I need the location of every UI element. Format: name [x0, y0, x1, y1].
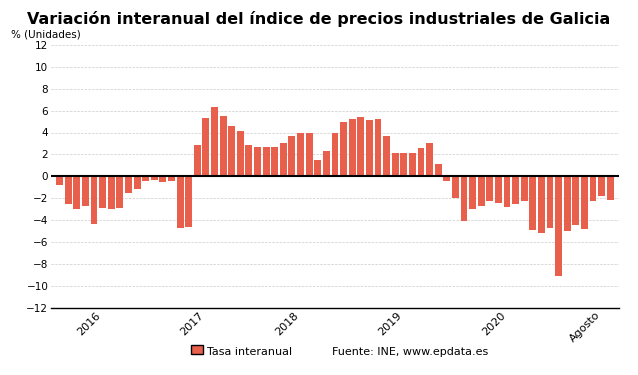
Bar	[461, 176, 468, 221]
Bar	[598, 176, 605, 196]
Bar	[340, 122, 347, 176]
Bar	[530, 176, 537, 230]
Bar	[228, 126, 235, 176]
Bar	[495, 176, 502, 203]
Bar	[607, 176, 614, 200]
Bar	[538, 176, 545, 233]
Bar	[108, 176, 115, 209]
Bar	[65, 176, 71, 204]
Bar	[133, 176, 140, 189]
Bar	[426, 144, 433, 176]
Bar	[590, 176, 597, 201]
Bar	[521, 176, 528, 201]
Bar	[246, 144, 253, 176]
Bar	[323, 151, 330, 176]
Bar	[202, 118, 209, 176]
Bar	[409, 153, 416, 176]
Bar	[443, 176, 450, 181]
Bar	[375, 119, 382, 176]
Bar	[194, 144, 201, 176]
Bar	[332, 132, 338, 176]
Bar	[219, 116, 226, 176]
Bar	[91, 176, 98, 224]
Bar	[486, 176, 493, 201]
Bar	[211, 107, 218, 176]
Bar	[478, 176, 485, 206]
Bar	[434, 164, 441, 176]
Text: Tasa interanual: Tasa interanual	[207, 347, 292, 357]
Bar	[297, 132, 304, 176]
Bar	[254, 147, 261, 176]
Bar	[349, 119, 355, 176]
Bar	[271, 147, 278, 176]
Bar	[306, 132, 313, 176]
Text: Variación interanual del índice de precios industriales de Galicia: Variación interanual del índice de preci…	[27, 11, 611, 27]
Bar	[280, 144, 286, 176]
Bar	[512, 176, 519, 204]
Bar	[151, 176, 158, 180]
Bar	[547, 176, 554, 228]
Bar	[263, 147, 270, 176]
Bar	[160, 176, 167, 182]
Bar	[237, 131, 244, 176]
Bar	[366, 120, 373, 176]
Bar	[177, 176, 184, 228]
Bar	[581, 176, 588, 229]
Bar	[56, 176, 63, 185]
Bar	[125, 176, 132, 193]
Bar	[503, 176, 510, 207]
Bar	[572, 176, 579, 225]
Bar	[452, 176, 459, 198]
Bar	[168, 176, 175, 181]
Bar	[142, 176, 149, 181]
Bar	[383, 136, 390, 176]
Bar	[564, 176, 570, 231]
Bar	[82, 176, 89, 206]
Bar	[357, 117, 364, 176]
Text: % (Unidades): % (Unidades)	[11, 30, 81, 40]
Bar	[73, 176, 80, 209]
Bar	[400, 153, 407, 176]
Bar	[417, 148, 424, 176]
Bar	[185, 176, 192, 226]
Text: Fuente: INE, www.epdata.es: Fuente: INE, www.epdata.es	[332, 347, 488, 357]
Bar	[288, 136, 295, 176]
Bar	[315, 160, 321, 176]
Bar	[100, 176, 106, 208]
Bar	[392, 153, 399, 176]
Bar	[116, 176, 123, 208]
Bar	[469, 176, 476, 209]
Bar	[555, 176, 562, 276]
